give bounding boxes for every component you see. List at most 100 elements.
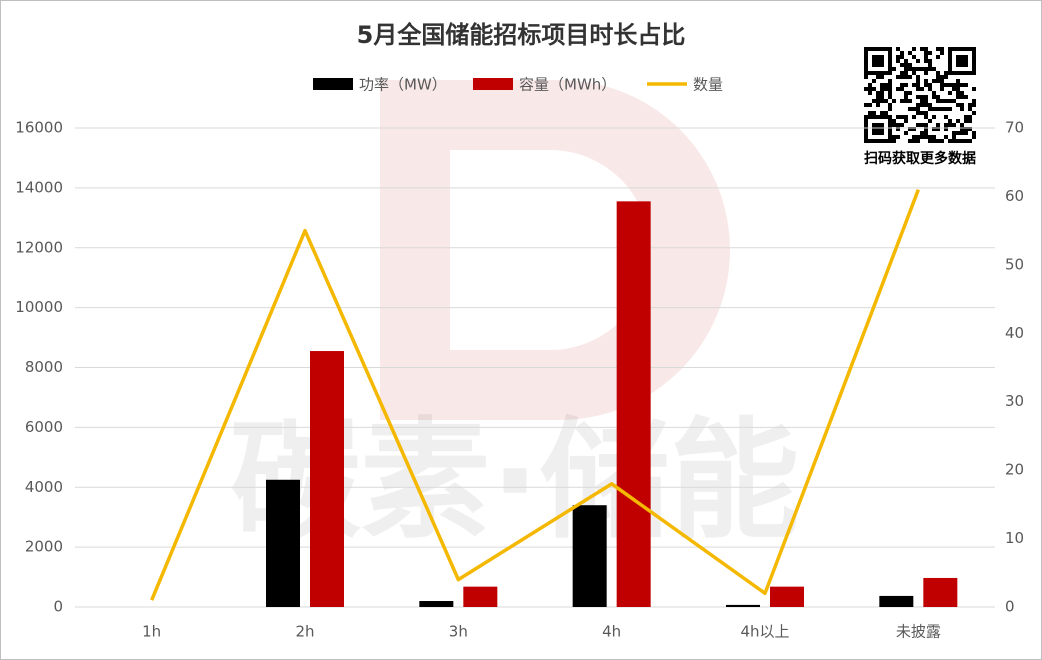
qr-cell <box>964 127 968 131</box>
qr-cell <box>872 79 876 83</box>
qr-cell <box>916 111 920 115</box>
qr-cell <box>948 83 952 87</box>
qr-cell <box>868 91 872 95</box>
qr-cell <box>888 103 892 107</box>
qr-cell <box>956 119 960 123</box>
qr-finder <box>956 55 968 67</box>
qr-cell <box>864 103 868 107</box>
qr-cell <box>896 135 900 139</box>
qr-cell <box>920 123 924 127</box>
qr-cell <box>940 139 944 143</box>
qr-cell <box>928 87 932 91</box>
qr-cell <box>900 71 904 75</box>
qr-cell <box>900 87 904 91</box>
qr-cell <box>892 123 896 127</box>
qr-cell <box>916 83 920 87</box>
qr-cell <box>916 107 920 111</box>
qr-cell <box>924 51 928 55</box>
qr-cell <box>868 83 872 87</box>
qr-cell <box>944 127 948 131</box>
qr-cell <box>908 91 912 95</box>
qr-cell <box>880 87 884 91</box>
qr-cell <box>884 99 888 103</box>
qr-cell <box>968 119 972 123</box>
qr-cell <box>932 115 936 119</box>
qr-cell <box>968 127 972 131</box>
chart-title: 5月全国储能招标项目时长占比 <box>357 21 686 49</box>
qr-cell <box>904 119 908 123</box>
y-tick-label: 14000 <box>15 178 63 196</box>
qr-cell <box>948 99 952 103</box>
qr-cell <box>876 99 880 103</box>
qr-cell <box>968 115 972 119</box>
qr-cell <box>888 95 892 99</box>
qr-cell <box>944 115 948 119</box>
qr-cell <box>880 75 884 79</box>
qr-cell <box>920 47 924 51</box>
qr-cell <box>888 107 892 111</box>
qr-cell <box>936 79 940 83</box>
qr-cell <box>924 127 928 131</box>
y-tick-label: 4000 <box>25 478 63 496</box>
qr-cell <box>924 71 928 75</box>
qr-cell <box>880 95 884 99</box>
qr-cell <box>912 135 916 139</box>
x-tick-label: 1h <box>142 623 161 641</box>
bar <box>572 505 607 607</box>
qr-cell <box>924 47 928 51</box>
qr-cell <box>944 99 948 103</box>
y2-tick-label: 30 <box>1005 392 1024 410</box>
qr-cell <box>924 67 928 71</box>
legend-label: 容量（MWh） <box>519 76 616 94</box>
qr-cell <box>956 91 960 95</box>
qr-cell <box>920 87 924 91</box>
qr-cell <box>920 95 924 99</box>
qr-cell <box>900 99 904 103</box>
qr-cell <box>928 51 932 55</box>
qr-cell <box>928 59 932 63</box>
y-tick-label: 10000 <box>15 298 63 316</box>
y2-tick-label: 0 <box>1005 598 1015 616</box>
bar <box>879 595 914 607</box>
qr-cell <box>896 127 900 131</box>
qr-cell <box>896 87 900 91</box>
bar <box>770 586 804 607</box>
qr-cell <box>876 103 880 107</box>
qr-cell <box>972 135 976 139</box>
legend-label: 功率（MW） <box>359 76 447 94</box>
qr-cell <box>968 139 972 143</box>
qr-finder <box>864 47 892 75</box>
qr-cell <box>924 79 928 83</box>
qr-cell <box>936 99 940 103</box>
qr-cell <box>872 87 876 91</box>
x-tick-label: 4h以上 <box>740 623 789 641</box>
qr-cell <box>960 91 964 95</box>
qr-cell <box>920 131 924 135</box>
qr-cell <box>928 139 932 143</box>
qr-cell <box>896 47 900 51</box>
qr-cell <box>956 79 960 83</box>
qr-finder <box>872 123 884 135</box>
qr-cell <box>896 59 900 63</box>
qr-cell <box>892 119 896 123</box>
qr-cell <box>876 95 880 99</box>
qr-cell <box>932 67 936 71</box>
qr-cell <box>936 71 940 75</box>
line-series <box>150 188 920 601</box>
qr-cell <box>972 111 976 115</box>
qr-cell <box>900 115 904 119</box>
qr-cell <box>884 83 888 87</box>
x-tick-label: 未披露 <box>896 623 941 641</box>
bar <box>463 586 498 607</box>
qr-cell <box>924 95 928 99</box>
qr-cell <box>952 123 956 127</box>
qr-cell <box>924 123 928 127</box>
qr-cell <box>924 131 928 135</box>
y-tick-label: 0 <box>53 598 63 616</box>
qr-cell <box>900 83 904 87</box>
qr-cell <box>932 95 936 99</box>
qr-cell <box>924 115 928 119</box>
qr-cell <box>900 123 904 127</box>
qr-cell <box>932 127 936 131</box>
